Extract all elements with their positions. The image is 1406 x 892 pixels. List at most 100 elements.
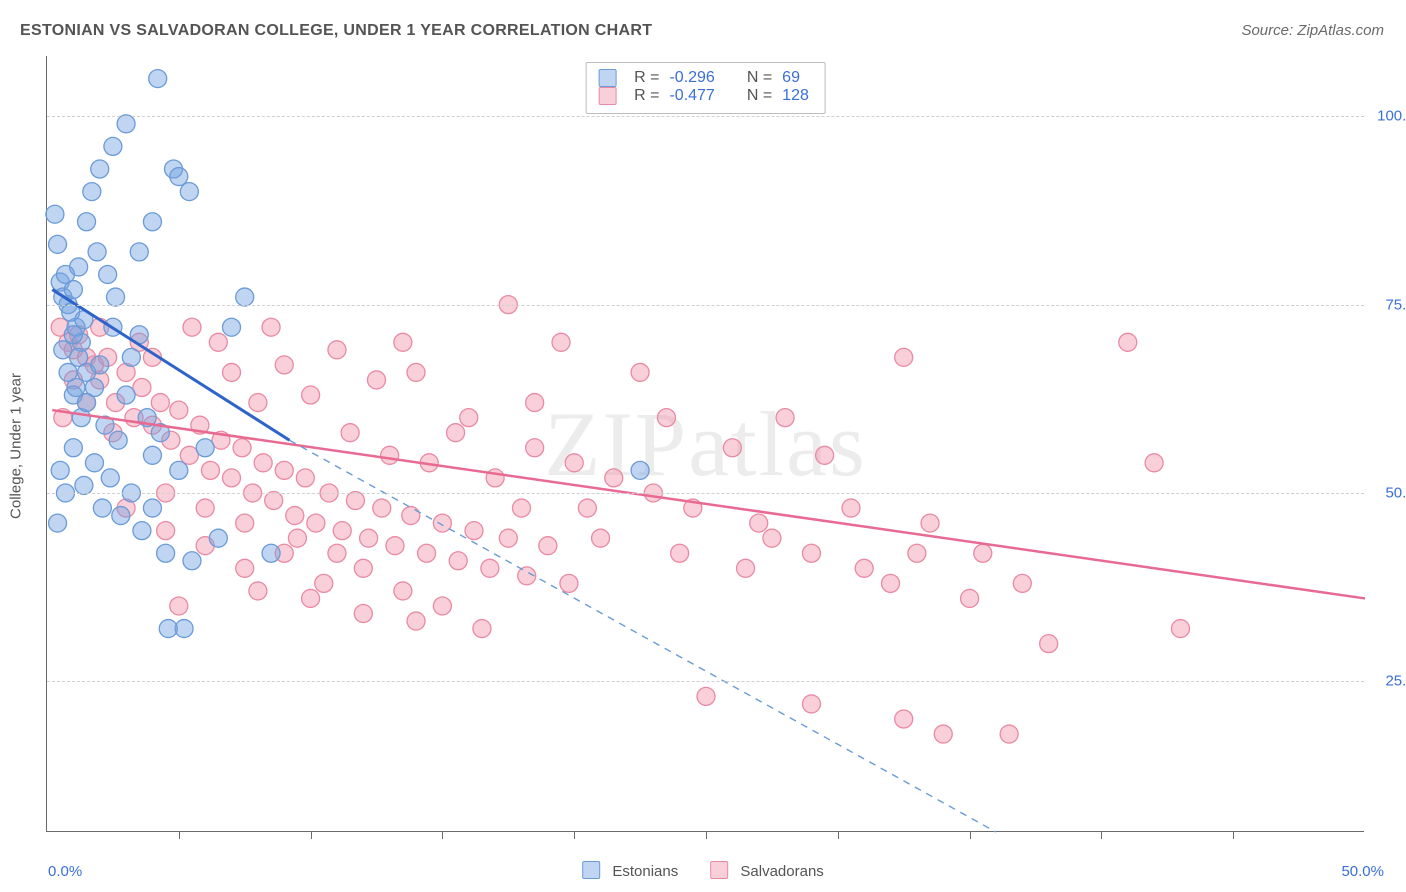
point-salvadoran bbox=[262, 318, 280, 336]
point-salvadoran bbox=[1119, 333, 1137, 351]
point-salvadoran bbox=[286, 507, 304, 525]
chart-title: ESTONIAN VS SALVADORAN COLLEGE, UNDER 1 … bbox=[20, 22, 652, 40]
point-salvadoran bbox=[671, 544, 689, 562]
x-tick bbox=[706, 831, 707, 839]
point-salvadoran bbox=[302, 589, 320, 607]
point-estonian bbox=[133, 522, 151, 540]
point-estonian bbox=[180, 183, 198, 201]
n-value-estonians: 69 bbox=[782, 69, 800, 87]
trendline bbox=[290, 440, 996, 832]
point-salvadoran bbox=[354, 605, 372, 623]
point-salvadoran bbox=[481, 559, 499, 577]
x-tick bbox=[838, 831, 839, 839]
point-estonian bbox=[209, 529, 227, 547]
swatch-salvadorans bbox=[598, 87, 616, 105]
point-salvadoran bbox=[201, 461, 219, 479]
point-salvadoran bbox=[394, 333, 412, 351]
point-estonian bbox=[93, 499, 111, 517]
series-legend: Estonians Salvadorans bbox=[582, 861, 824, 880]
n-value-salvadorans: 128 bbox=[782, 87, 809, 105]
point-salvadoran bbox=[449, 552, 467, 570]
point-salvadoran bbox=[386, 537, 404, 555]
point-estonian bbox=[99, 265, 117, 283]
point-salvadoran bbox=[333, 522, 351, 540]
legend-item-estonians: Estonians bbox=[582, 861, 678, 880]
point-salvadoran bbox=[368, 371, 386, 389]
point-estonian bbox=[159, 620, 177, 638]
point-estonian bbox=[64, 439, 82, 457]
point-estonian bbox=[143, 446, 161, 464]
point-estonian bbox=[54, 341, 72, 359]
point-estonian bbox=[91, 356, 109, 374]
n-label: N = bbox=[747, 87, 772, 105]
point-salvadoran bbox=[895, 710, 913, 728]
point-estonian bbox=[157, 544, 175, 562]
point-salvadoran bbox=[657, 409, 675, 427]
point-salvadoran bbox=[974, 544, 992, 562]
point-salvadoran bbox=[816, 446, 834, 464]
point-estonian bbox=[223, 318, 241, 336]
chart-svg bbox=[47, 56, 1364, 831]
x-axis-max-label: 50.0% bbox=[1341, 863, 1384, 880]
point-salvadoran bbox=[802, 695, 820, 713]
point-estonian bbox=[56, 265, 74, 283]
point-salvadoran bbox=[236, 514, 254, 532]
point-salvadoran bbox=[157, 522, 175, 540]
point-salvadoran bbox=[223, 469, 241, 487]
point-salvadoran bbox=[407, 612, 425, 630]
point-estonian bbox=[170, 168, 188, 186]
y-tick-label: 75.0% bbox=[1385, 296, 1406, 313]
point-salvadoran bbox=[1145, 454, 1163, 472]
point-estonian bbox=[117, 386, 135, 404]
point-salvadoran bbox=[934, 725, 952, 743]
point-estonian bbox=[122, 348, 140, 366]
point-salvadoran bbox=[1013, 574, 1031, 592]
point-salvadoran bbox=[855, 559, 873, 577]
point-salvadoran bbox=[328, 341, 346, 359]
point-salvadoran bbox=[750, 514, 768, 532]
point-salvadoran bbox=[183, 318, 201, 336]
gridline bbox=[47, 681, 1364, 682]
swatch-estonians bbox=[598, 69, 616, 87]
point-salvadoran bbox=[354, 559, 372, 577]
gridline bbox=[47, 493, 1364, 494]
point-salvadoran bbox=[447, 424, 465, 442]
point-salvadoran bbox=[961, 589, 979, 607]
point-estonian bbox=[101, 469, 119, 487]
point-estonian bbox=[91, 160, 109, 178]
point-salvadoran bbox=[360, 529, 378, 547]
x-tick bbox=[970, 831, 971, 839]
point-estonian bbox=[51, 461, 69, 479]
point-estonian bbox=[85, 378, 103, 396]
point-salvadoran bbox=[288, 529, 306, 547]
point-salvadoran bbox=[1171, 620, 1189, 638]
point-salvadoran bbox=[236, 559, 254, 577]
legend-label-estonians: Estonians bbox=[612, 863, 678, 880]
point-estonian bbox=[170, 461, 188, 479]
point-estonian bbox=[196, 439, 214, 457]
point-estonian bbox=[109, 431, 127, 449]
point-salvadoran bbox=[315, 574, 333, 592]
point-salvadoran bbox=[433, 597, 451, 615]
point-estonian bbox=[59, 363, 77, 381]
point-salvadoran bbox=[908, 544, 926, 562]
legend-item-salvadorans: Salvadorans bbox=[710, 861, 824, 880]
point-salvadoran bbox=[465, 522, 483, 540]
point-salvadoran bbox=[296, 469, 314, 487]
swatch-salvadorans bbox=[710, 861, 728, 879]
point-salvadoran bbox=[697, 687, 715, 705]
legend-label-salvadorans: Salvadorans bbox=[740, 863, 823, 880]
point-salvadoran bbox=[196, 499, 214, 517]
x-tick bbox=[1101, 831, 1102, 839]
x-tick bbox=[311, 831, 312, 839]
point-salvadoran bbox=[460, 409, 478, 427]
x-tick bbox=[179, 831, 180, 839]
point-estonian bbox=[64, 326, 82, 344]
r-label: R = bbox=[634, 87, 659, 105]
point-salvadoran bbox=[605, 469, 623, 487]
point-estonian bbox=[112, 507, 130, 525]
point-salvadoran bbox=[275, 356, 293, 374]
point-salvadoran bbox=[402, 507, 420, 525]
point-estonian bbox=[117, 115, 135, 133]
point-salvadoran bbox=[895, 348, 913, 366]
